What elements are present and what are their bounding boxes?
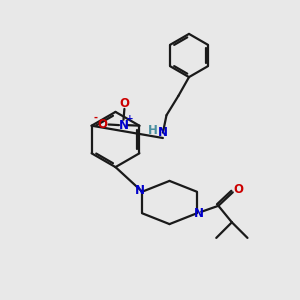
Text: N: N [135, 184, 145, 197]
Text: O: O [119, 97, 129, 110]
Text: +: + [126, 114, 134, 123]
Text: N: N [194, 207, 204, 220]
Text: N: N [158, 126, 168, 139]
Text: O: O [233, 183, 243, 196]
Text: O: O [97, 118, 107, 131]
Text: -: - [94, 113, 98, 123]
Text: N: N [118, 118, 128, 132]
Text: H: H [148, 124, 158, 137]
